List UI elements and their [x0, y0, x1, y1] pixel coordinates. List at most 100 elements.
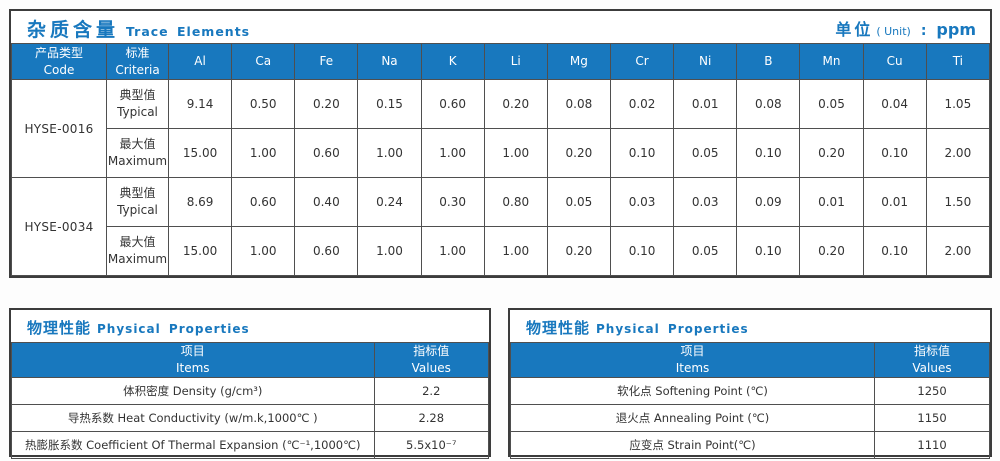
header-label-zh: 项目: [180, 344, 205, 358]
element-value-cell: 0.30: [420, 177, 485, 227]
element-value-cell: 0.09: [736, 177, 801, 227]
column-header-values: 指标值 Values: [874, 342, 990, 378]
element-value-cell: 0.60: [294, 226, 359, 276]
column-header-element: Cr: [609, 43, 675, 80]
trace-elements-table: 产品类型 Code 标准 Criteria Al Ca Fe Na K Li Mg Cr Ni B Mn Cu…: [11, 43, 991, 276]
element-value-cell: 0.08: [546, 79, 611, 129]
element-value-cell: 1.00: [231, 128, 296, 178]
header-label-en: Values: [912, 360, 952, 375]
header-label-en: Criteria: [115, 62, 160, 77]
criteria-label-en: Maximum: [107, 154, 168, 168]
header-label-en: Items: [175, 360, 210, 375]
element-value-cell: 2.00: [925, 128, 991, 178]
header-label-zh: 产品类型: [34, 45, 83, 60]
column-header-element: Cu: [862, 43, 927, 80]
element-value-cell: 0.03: [609, 177, 675, 227]
column-header-element: Ni: [673, 43, 738, 80]
physical-right-header: 物理性能 Physical Properties: [510, 310, 990, 342]
header-label-zh: 标准: [125, 45, 150, 60]
property-value: 2.28: [373, 403, 490, 432]
physical-left-title-en: Physical Properties: [97, 321, 250, 336]
property-item: 应变点 Strain Point(℃): [509, 430, 876, 459]
trace-title-zh: 杂质含量: [27, 18, 120, 41]
element-value-cell: 0.10: [736, 226, 801, 276]
table-row: 应变点 Strain Point(℃) 1110: [509, 430, 990, 459]
column-header-element: Mn: [799, 43, 864, 80]
element-value-cell: 0.20: [546, 128, 611, 178]
unit-label-zh: 单位: [835, 20, 874, 39]
table-row: HYSE-0016 典型值 Typical 9.14 0.50 0.20 0.15 0.60 0…: [11, 79, 991, 178]
element-value-cell: 1.00: [420, 226, 485, 276]
element-value-cell: 1.50: [925, 177, 991, 227]
physical-properties-table-right: 项目 Items 指标值 Values 软化点 Softening Point …: [509, 342, 990, 459]
header-label-zh: 项目: [680, 344, 705, 358]
element-value-cell: 0.01: [799, 177, 864, 227]
table-row: HYSE-0034 典型值 Typical 8.69 0.60 0.40 0.24 0.30 0…: [11, 177, 991, 276]
element-value-cell: 0.60: [420, 79, 485, 129]
element-value-cell: 0.10: [862, 226, 927, 276]
element-value-cell: 0.10: [862, 128, 927, 178]
physical-right-title-zh: 物理性能: [526, 318, 591, 337]
criteria-label: 典型值 Typical: [106, 177, 169, 227]
column-header-element: Na: [357, 43, 422, 80]
element-value-cell: 9.14: [167, 79, 233, 129]
header-label-zh: 指标值: [413, 344, 450, 358]
unit-label-en: ( Unit): [876, 25, 911, 38]
physical-right-title-en: Physical Properties: [596, 321, 749, 336]
property-value: 1250: [874, 376, 990, 405]
physical-right-header-row: 项目 Items 指标值 Values: [509, 342, 990, 378]
property-value: 1150: [874, 403, 990, 432]
element-value-cell: 0.05: [673, 128, 738, 178]
element-value-cell: 0.05: [546, 177, 611, 227]
column-header-element: Fe: [294, 43, 359, 80]
element-value-cell: 0.05: [673, 226, 738, 276]
criteria-label-zh: 典型值: [119, 186, 156, 201]
column-header-element: K: [420, 43, 485, 80]
table-row: 最大值 Maximum 15.00 1.00 0.60 1.00 1.00 1.00 0.20 0…: [12, 226, 991, 276]
element-value-cell: 0.10: [736, 128, 801, 178]
element-value-cell: 0.20: [294, 79, 359, 129]
unit-value: ppm: [936, 20, 976, 39]
criteria-label: 最大值 Maximum: [106, 226, 169, 276]
product-code: HYSE-0034: [11, 177, 107, 276]
element-value-cell: 2.00: [925, 226, 991, 276]
element-value-cell: 0.40: [294, 177, 359, 227]
header-label-en: Items: [675, 360, 710, 375]
physical-right-title: 物理性能 Physical Properties: [526, 317, 749, 338]
element-value-cell: 1.00: [420, 128, 485, 178]
trace-title: 杂质含量 Trace Elements: [27, 15, 250, 42]
property-item: 软化点 Softening Point (℃): [509, 376, 876, 405]
trace-header-row: 产品类型 Code 标准 Criteria Al Ca Fe Na K Li Mg Cr Ni B Mn Cu…: [11, 43, 991, 80]
element-value-cell: 15.00: [167, 226, 233, 276]
criteria-label-zh: 典型值: [119, 88, 156, 103]
physical-left-title: 物理性能 Physical Properties: [27, 317, 250, 338]
element-value-cell: 0.60: [294, 128, 359, 178]
element-value-cell: 0.24: [357, 177, 422, 227]
criteria-label-en: Typical: [117, 105, 158, 119]
element-value-cell: 0.20: [799, 128, 864, 178]
element-value-cell: 0.10: [609, 226, 675, 276]
column-header-element: Li: [483, 43, 548, 80]
element-value-cell: 0.01: [673, 79, 738, 129]
element-value-cell: 1.05: [925, 79, 991, 129]
property-value: 1110: [874, 430, 990, 459]
column-header-code: 产品类型 Code: [11, 43, 107, 80]
physical-properties-table-left: 项目 Items 指标值 Values 体积密度 Density (g/cm³)…: [11, 342, 490, 459]
column-header-items: 项目 Items: [509, 342, 876, 378]
physical-properties-card-left: 物理性能 Physical Properties 项目 Items 指标值 Val…: [9, 308, 491, 459]
trace-elements-card: 杂质含量 Trace Elements 单位 ( Unit) : ppm 产品类型…: [9, 9, 992, 278]
element-value-cell: 1.00: [231, 226, 296, 276]
table-row: 热膨胀系数 Coefficient Of Thermal Expansion (…: [11, 430, 490, 459]
table-row: 导热系数 Heat Conductivity (w/m.k,1000℃ ) 2.2…: [11, 403, 490, 432]
column-header-values: 指标值 Values: [373, 342, 490, 378]
property-item: 导热系数 Heat Conductivity (w/m.k,1000℃ ): [11, 403, 375, 432]
property-item: 体积密度 Density (g/cm³): [11, 376, 375, 405]
header-label-zh: 指标值: [914, 344, 951, 358]
criteria-label: 典型值 Typical: [106, 79, 169, 129]
table-row: 最大值 Maximum 15.00 1.00 0.60 1.00 1.00 1.00 0.20 0…: [12, 128, 991, 178]
element-value-cell: 15.00: [167, 128, 233, 178]
property-item: 热膨胀系数 Coefficient Of Thermal Expansion (…: [11, 430, 375, 459]
element-value-cell: 0.02: [609, 79, 675, 129]
physical-properties-card-right: 物理性能 Physical Properties 项目 Items 指标值 Val…: [508, 308, 992, 459]
element-value-cell: 0.50: [231, 79, 296, 129]
